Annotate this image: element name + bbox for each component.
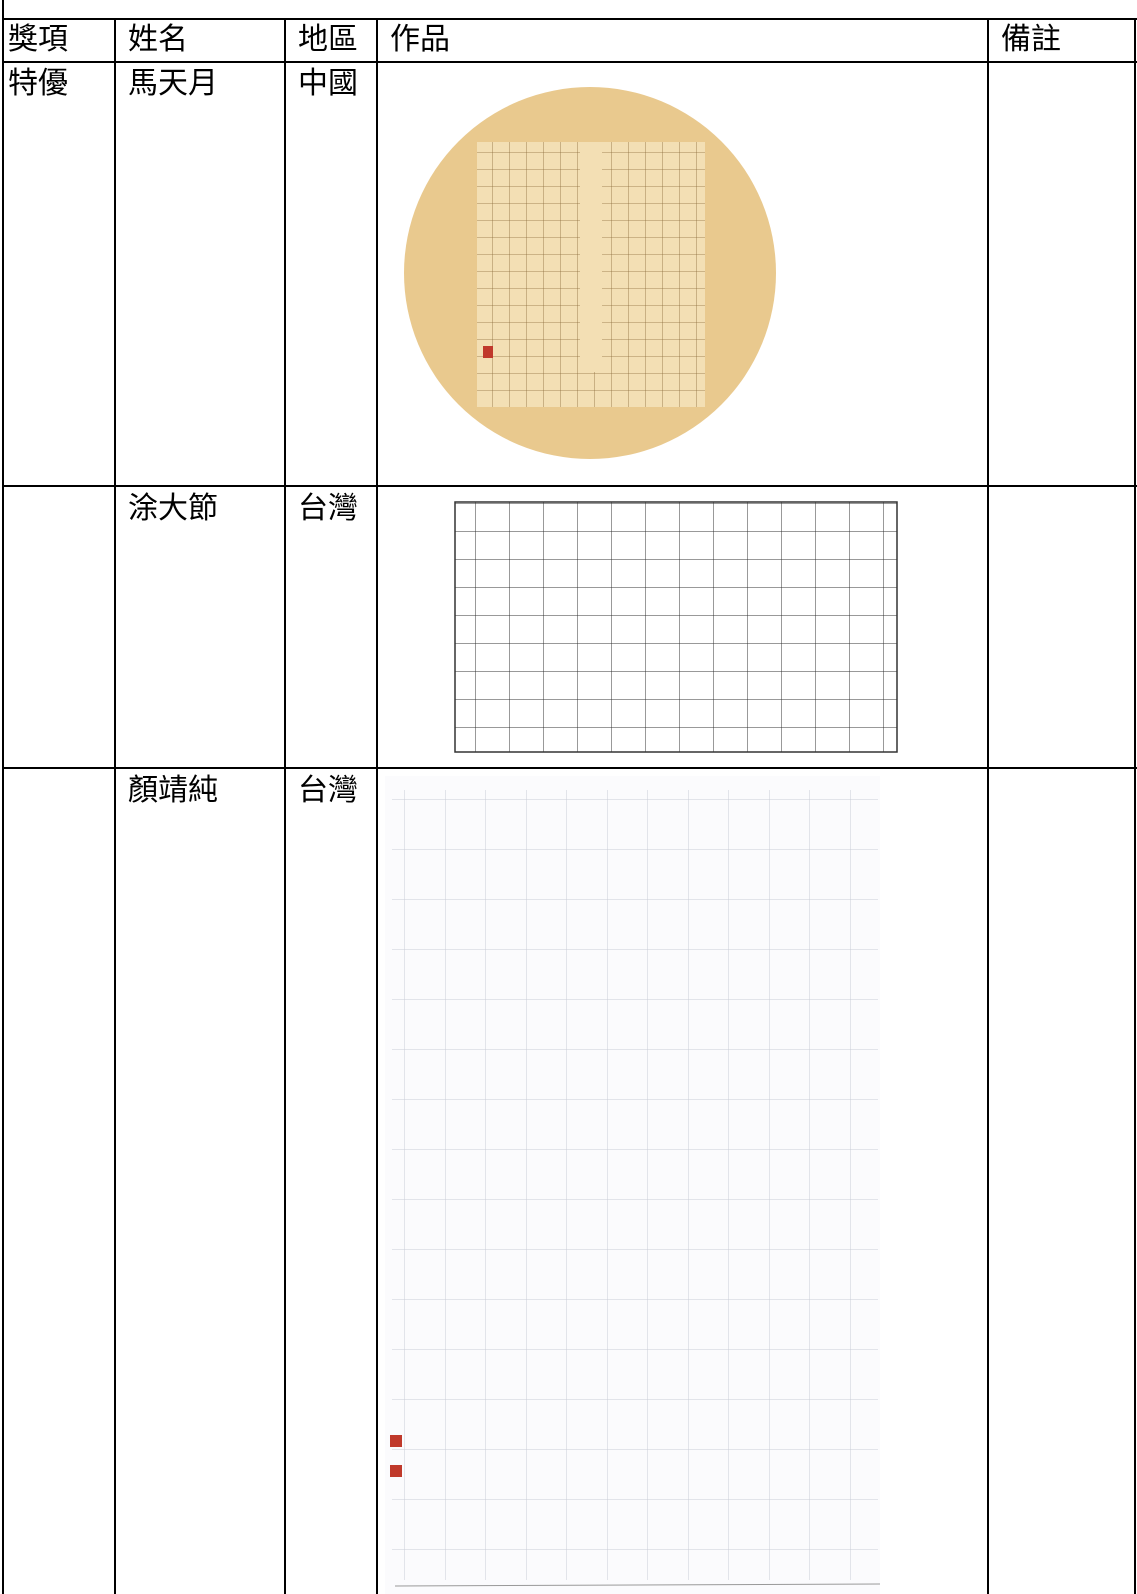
region-cell: 台灣 — [298, 491, 358, 526]
header-cell: 姓名 — [128, 22, 188, 57]
header-cell: 備註 — [1001, 22, 1061, 57]
artwork-margin — [400, 585, 450, 735]
region-cell: 中國 — [298, 66, 358, 101]
artwork-3 — [385, 776, 881, 1594]
artwork-seal — [390, 1465, 402, 1477]
artwork-2 — [400, 501, 898, 753]
artwork-seal — [390, 1435, 402, 1447]
artwork-grid — [455, 502, 897, 752]
header-cell: 獎項 — [8, 22, 68, 57]
name-cell: 涂大節 — [128, 491, 218, 526]
header-cell: 作品 — [390, 22, 450, 57]
award-cell: 特優 — [8, 66, 68, 101]
artwork-seal — [483, 346, 493, 358]
header-cell: 地區 — [298, 22, 358, 57]
artwork-edge — [394, 1583, 881, 1587]
region-cell: 台灣 — [298, 773, 358, 808]
artwork-grid — [392, 790, 878, 1580]
name-cell: 馬天月 — [128, 66, 218, 101]
name-cell: 顏靖純 — [128, 773, 218, 808]
artwork-gap — [580, 142, 602, 372]
artwork-1 — [404, 87, 776, 459]
